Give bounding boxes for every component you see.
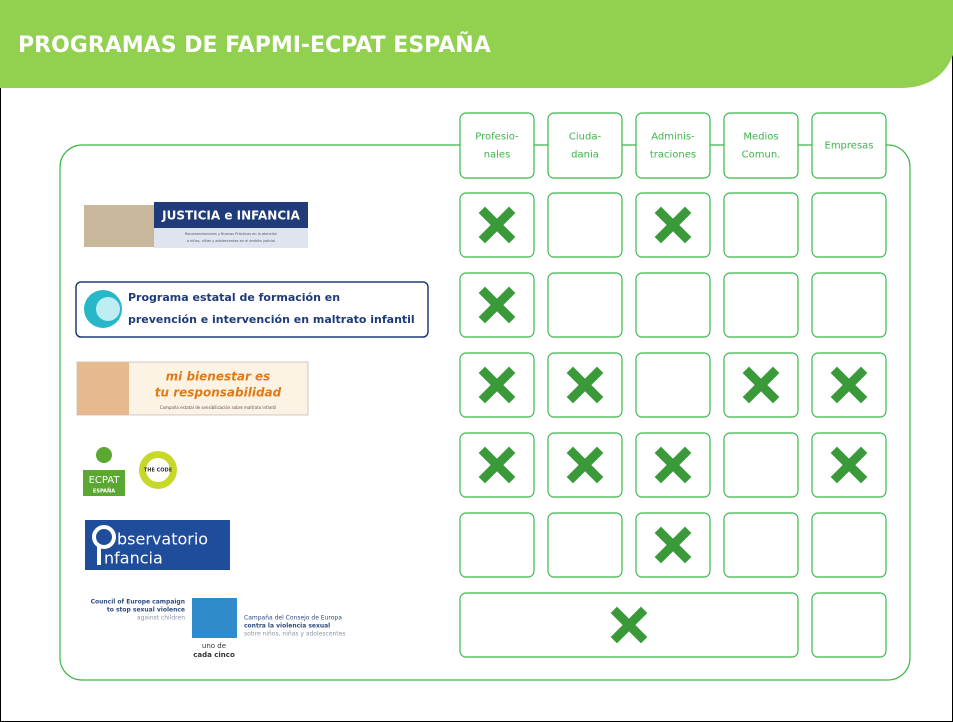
column-header-box [459, 112, 535, 179]
cell [811, 512, 887, 578]
logo-text: to stop sexual violence [107, 607, 185, 614]
logo-text: Recomendaciones y Buenas Prácticas en la… [185, 232, 277, 236]
column-header: dania [571, 150, 599, 161]
column-header: Ciuda- [569, 132, 602, 143]
title-bar [0, 0, 953, 88]
check-mark [478, 286, 516, 324]
logo-observatorio: bservatorio nfancia [85, 520, 230, 570]
cell [723, 432, 799, 498]
logo-box [75, 281, 429, 338]
logo-o [92, 525, 116, 549]
logo-text: mi bienestar es [166, 370, 271, 384]
logo-photo [77, 362, 129, 415]
logo-text: nfancia [104, 549, 163, 568]
check-mark [610, 606, 648, 644]
logo-bienestar: mi bienestar es tu responsabilidad Campa… [76, 361, 309, 416]
cell [723, 512, 799, 578]
check-mark [830, 446, 868, 484]
logo-text: cada cinco [193, 651, 235, 659]
check-mark [654, 526, 692, 564]
logo-sub [154, 228, 308, 248]
logo-text: ECPAT [89, 475, 121, 486]
cell [547, 272, 623, 338]
cell [547, 512, 623, 578]
check-mark [478, 446, 516, 484]
logo-i [97, 547, 101, 565]
cell [723, 272, 799, 338]
title: PROGRAMAS DE FAPMI-ECPAT ESPAÑA [18, 32, 491, 58]
logo-text: contra la violencia sexual [244, 623, 330, 630]
logo-text: Programa estatal de formación en [128, 291, 340, 304]
logo-text: JUSTICIA e INFANCIA [161, 209, 300, 223]
check-mark [478, 206, 516, 244]
logo-text: a niños, niñas y adolescentes en el ámbi… [187, 239, 275, 243]
cell [547, 192, 623, 258]
logo-ecpat-box [83, 470, 125, 496]
logo-code [146, 458, 170, 482]
cell [459, 512, 535, 578]
logo-text: Campaña estatal de sensibilización sobre… [160, 405, 277, 410]
column-header-box [547, 112, 623, 179]
check-mark [566, 366, 604, 404]
logo-council: Council of Europe campaign to stop sexua… [91, 598, 345, 659]
column-header: Adminis- [651, 132, 695, 143]
logo-photo [84, 205, 154, 247]
logo-text: Campaña del Consejo de Europa [244, 615, 342, 622]
cell [635, 272, 711, 338]
column-header: Empresas [825, 141, 874, 152]
column-header-box [635, 112, 711, 179]
logo-text: sobre niños, niñas y adolescentes [244, 631, 345, 638]
column-header: nales [484, 150, 511, 161]
check-mark [742, 366, 780, 404]
cell [811, 272, 887, 338]
cell [723, 192, 799, 258]
check-mark [566, 446, 604, 484]
logo-programa: Programa estatal de formación en prevenc… [75, 281, 429, 338]
logo-ecpat: ECPAT ESPAÑA THE CODE [83, 447, 177, 496]
logo-text: prevención e intervención en maltrato in… [128, 313, 415, 326]
check-mark [830, 366, 868, 404]
logo-text: Council of Europe campaign [91, 599, 185, 606]
logo-text: tu responsabilidad [155, 386, 282, 400]
logo-circle [96, 297, 120, 321]
column-header: traciones [650, 150, 696, 161]
logo-text: against children [137, 615, 185, 622]
cell [811, 192, 887, 258]
logo-square [192, 598, 237, 638]
logo-text: bservatorio [117, 530, 208, 549]
logo-text: THE CODE [144, 468, 173, 474]
cell [811, 592, 887, 658]
column-header: Profesio- [475, 132, 519, 143]
cell [635, 352, 711, 418]
logo-band [154, 202, 308, 228]
logo-figure [96, 447, 112, 463]
check-mark [478, 366, 516, 404]
column-header-box [811, 112, 887, 179]
logo-text: ESPAÑA [93, 488, 115, 495]
check-mark [654, 446, 692, 484]
column-header: Medios [743, 132, 778, 143]
logo-justicia: JUSTICIA e INFANCIA Recomendaciones y Bu… [84, 202, 308, 248]
logo-text: uno de [202, 642, 226, 650]
check-mark [654, 206, 692, 244]
column-header: Comun. [742, 150, 781, 161]
column-header-box [723, 112, 799, 179]
